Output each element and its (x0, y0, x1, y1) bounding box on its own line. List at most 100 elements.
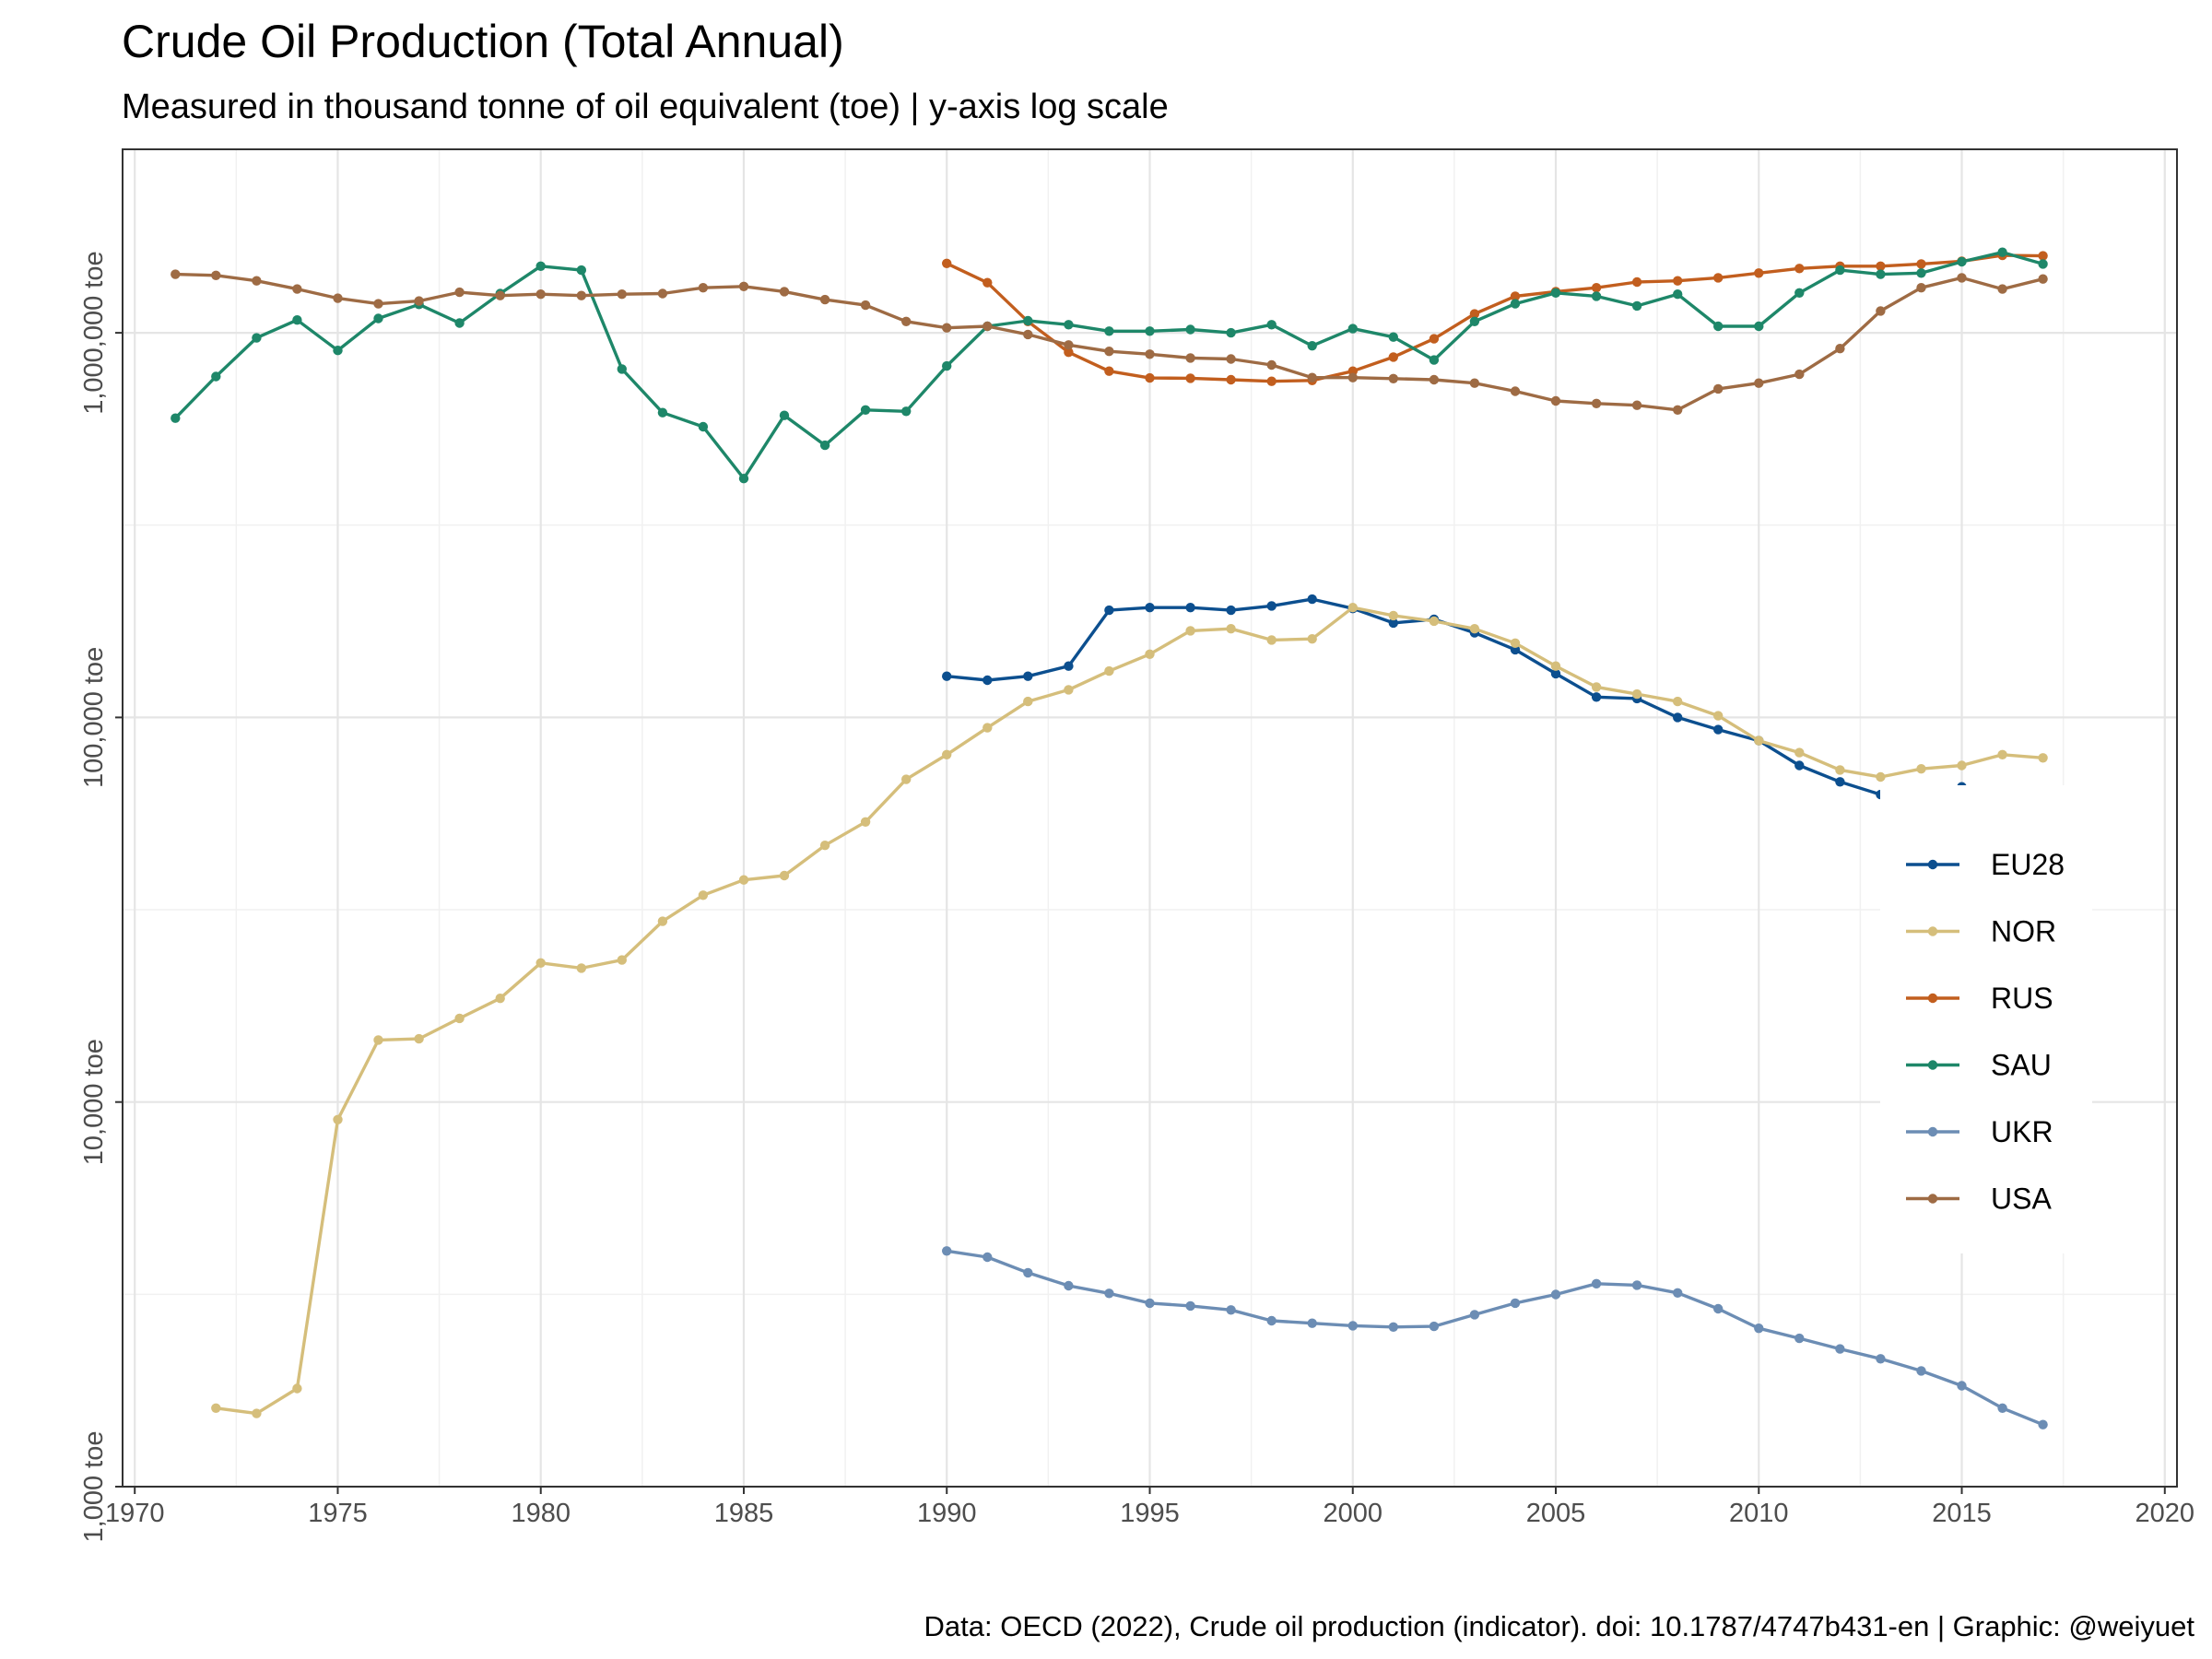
y-tick-label: 100,000 toe (79, 647, 109, 788)
data-point-eu28 (982, 675, 993, 686)
data-point-eu28 (1835, 777, 1845, 787)
x-tick-label: 1970 (105, 1499, 165, 1528)
data-point-ukr (1876, 1354, 1886, 1364)
data-point-ukr (1957, 1381, 1967, 1391)
data-point-nor (414, 1033, 424, 1044)
data-point-nor (738, 875, 749, 885)
chart-title: Crude Oil Production (Total Annual) (122, 16, 844, 67)
data-point-rus (1388, 352, 1399, 362)
data-point-ukr (1429, 1321, 1440, 1332)
data-point-nor (1347, 603, 1359, 613)
data-point-usa (1957, 273, 1967, 283)
data-point-eu28 (1185, 603, 1195, 613)
data-point-usa (657, 288, 668, 299)
legend-key-point (1927, 1060, 1938, 1070)
data-point-sau (1713, 321, 1724, 332)
data-point-sau (211, 371, 221, 382)
y-tick-label: 1,000 toe (79, 1431, 109, 1543)
data-point-eu28 (1591, 692, 1602, 702)
chart-subtitle: Measured in thousand tonne of oil equiva… (122, 88, 1169, 126)
data-point-nor (1835, 765, 1845, 775)
legend-item-usa: USA (1906, 1182, 2052, 1216)
data-point-usa (1145, 349, 1155, 359)
data-point-usa (1469, 378, 1480, 388)
x-tick-label: 2010 (1729, 1499, 1789, 1528)
data-point-rus (1185, 373, 1195, 383)
data-point-rus (982, 277, 993, 288)
data-point-sau (779, 410, 790, 420)
data-point-usa (333, 293, 343, 303)
data-point-ukr (1673, 1288, 1683, 1299)
data-point-eu28 (1550, 668, 1561, 679)
y-tick-label: 10,000 toe (79, 1039, 109, 1165)
data-point-usa (941, 323, 952, 333)
data-point-nor (1429, 616, 1440, 627)
data-point-nor (1997, 749, 2007, 759)
series-nor (211, 603, 2048, 1418)
data-point-ukr (1307, 1318, 1317, 1328)
legend-item-nor: NOR (1906, 915, 2056, 948)
x-tick-label: 1990 (917, 1499, 977, 1528)
x-tick-label: 2020 (2136, 1499, 2195, 1528)
data-point-ukr (1104, 1288, 1114, 1299)
data-point-ukr (1754, 1324, 1764, 1334)
data-point-ukr (1713, 1303, 1724, 1314)
data-point-nor (1591, 682, 1602, 692)
data-point-sau (1631, 300, 1642, 312)
data-point-usa (454, 287, 465, 298)
legend-key-point (1927, 1194, 1938, 1204)
data-point-nor (1713, 711, 1724, 721)
data-point-usa (1835, 344, 1845, 354)
x-tick-label: 1975 (308, 1499, 368, 1528)
data-point-nor (1957, 760, 1967, 771)
data-point-usa (982, 321, 993, 332)
data-point-ukr (982, 1252, 993, 1263)
legend-key-point (1927, 993, 1938, 1004)
data-point-ukr (1145, 1298, 1155, 1309)
data-point-ukr (2038, 1419, 2048, 1430)
data-point-sau (941, 360, 952, 371)
data-point-ukr (1347, 1321, 1359, 1331)
data-point-eu28 (1226, 605, 1236, 616)
axes: 1970 1975 1980 1985 1990 1995 2000 2005 2010 2015… (79, 148, 2195, 1543)
legend-item-sau: SAU (1906, 1049, 2052, 1082)
data-point-usa (1876, 306, 1886, 316)
legend-label: RUS (1991, 982, 2053, 1015)
data-point-nor (211, 1403, 221, 1414)
series-line-rus (946, 253, 2043, 383)
data-point-usa (292, 284, 302, 294)
data-point-nor (1673, 696, 1683, 707)
data-point-nor (1916, 764, 1926, 774)
data-point-nor (576, 963, 586, 973)
data-point-usa (1307, 372, 1317, 382)
data-point-nor (535, 958, 546, 969)
data-point-sau (1104, 326, 1114, 336)
data-point-sau (1307, 341, 1317, 351)
data-point-sau (454, 318, 465, 328)
data-point-nor (454, 1013, 465, 1024)
data-point-nor (1266, 635, 1277, 645)
data-point-ukr (1510, 1298, 1521, 1309)
data-point-ukr (941, 1246, 952, 1256)
x-tick-label: 2005 (1526, 1499, 1586, 1528)
data-point-usa (252, 276, 262, 286)
series-ukr (941, 1246, 2048, 1430)
data-point-usa (1064, 340, 1074, 350)
data-point-usa (819, 294, 830, 305)
data-point-sau (1673, 289, 1683, 300)
data-point-ukr (1916, 1366, 1926, 1376)
data-point-usa (1388, 373, 1399, 383)
data-point-ukr (1631, 1280, 1642, 1290)
data-point-sau (1510, 299, 1521, 309)
data-point-rus (1104, 366, 1114, 376)
data-point-sau (1429, 355, 1440, 365)
data-point-ukr (1023, 1267, 1033, 1278)
data-point-usa (698, 283, 709, 293)
data-point-usa (1591, 398, 1602, 408)
data-point-nor (860, 817, 871, 827)
data-point-sau (1469, 316, 1480, 326)
legend-label: SAU (1991, 1049, 2052, 1082)
data-point-usa (1429, 374, 1440, 385)
data-point-sau (1957, 256, 1967, 267)
